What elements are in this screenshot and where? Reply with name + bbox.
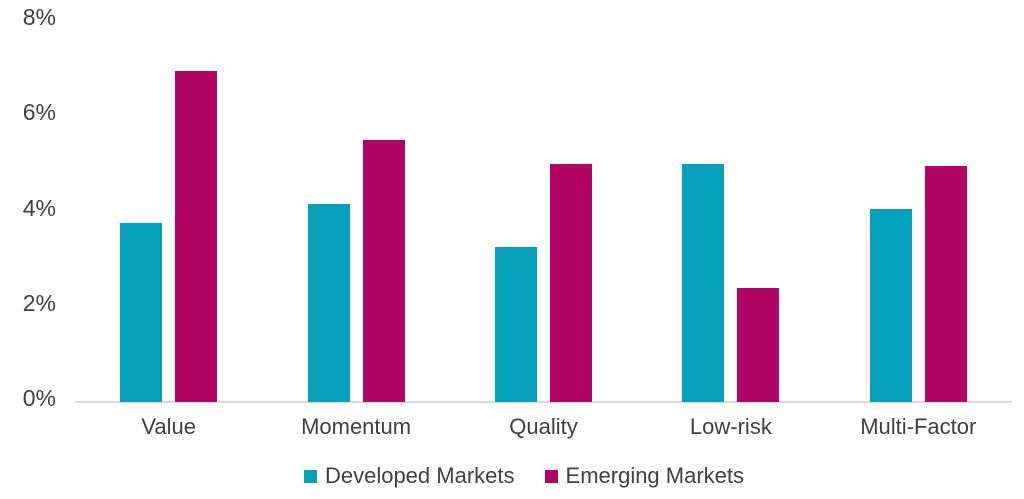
bar-emerging-markets-momentum (362, 140, 405, 402)
legend-label-emerging-markets: Emerging Markets (565, 463, 745, 488)
y-tick-label-4: 4% (22, 194, 56, 221)
legend-item-developed-markets: Developed Markets (303, 461, 515, 491)
bar-developed-markets-value (120, 223, 163, 402)
bar-developed-markets-momentum (307, 204, 350, 402)
legend-marker-icon-developed-markets (303, 469, 317, 483)
bar-emerging-markets-quality (550, 163, 592, 402)
bar-developed-markets-quality (495, 247, 537, 402)
x-axis-line (75, 401, 1012, 403)
y-tick-label-6: 6% (22, 99, 56, 126)
x-axis-label-value: Value (141, 414, 197, 439)
legend-item-emerging-markets: Emerging Markets (544, 461, 745, 491)
y-tick-label-8: 8% (22, 4, 56, 30)
legend-label-developed-markets: Developed Markets (324, 463, 515, 488)
bar-emerging-markets-value (175, 71, 218, 402)
x-axis-label-multi-factor: Multi-Factor (860, 414, 977, 439)
x-axis-label-momentum: Momentum (301, 414, 412, 439)
bar-developed-markets-low-risk (682, 163, 725, 402)
y-tick-label-0: 0% (22, 385, 56, 411)
x-axis-label-quality: Quality (509, 414, 578, 439)
bar-emerging-markets-multi-factor (924, 166, 967, 402)
y-tick-label-2: 2% (22, 289, 56, 316)
legend-marker-icon-emerging-markets (544, 469, 558, 483)
bar-emerging-markets-low-risk (737, 287, 780, 402)
bar-developed-markets-multi-factor (869, 209, 912, 402)
x-axis-label-low-risk: Low-risk (689, 414, 772, 439)
legend: Developed Markets Emerging Markets (12, 461, 1024, 491)
